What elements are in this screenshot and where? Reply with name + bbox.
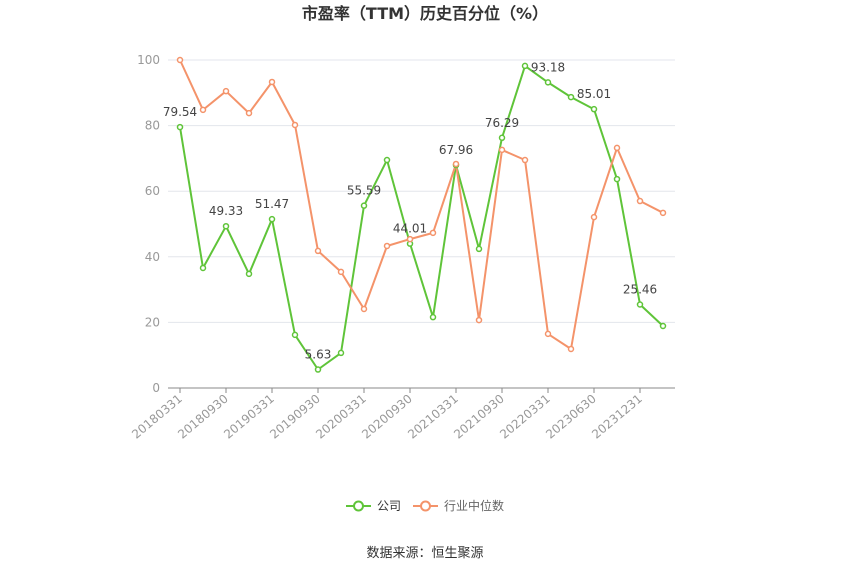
y-tick-label: 60 <box>145 184 160 198</box>
data-point <box>636 301 644 308</box>
legend-line-circle-icon <box>345 500 371 511</box>
data-label: 85.01 <box>577 87 611 101</box>
data-label: 93.18 <box>531 60 565 74</box>
data-point <box>383 242 391 250</box>
data-label: 5.63 <box>305 348 332 362</box>
x-tick-label: 20190930 <box>267 392 323 442</box>
data-point <box>567 93 575 101</box>
y-tick-label: 20 <box>145 315 160 329</box>
x-tick-label: 20180930 <box>175 392 231 442</box>
data-point <box>314 366 322 373</box>
chart-title: 市盈率（TTM）历史百分位（%） <box>301 4 549 23</box>
data-point <box>176 123 184 131</box>
data-point <box>567 345 575 353</box>
data-point <box>199 264 207 272</box>
data-point <box>360 202 368 209</box>
data-point <box>199 106 207 114</box>
data-label: 79.54 <box>163 105 197 119</box>
data-point <box>314 247 322 255</box>
data-point <box>475 316 483 324</box>
data-point <box>452 160 460 168</box>
data-point <box>176 56 184 64</box>
data-label: 51.47 <box>255 197 289 211</box>
data-point <box>590 213 598 221</box>
y-tick-label: 80 <box>145 119 160 133</box>
data-label-layer: 79.54 49.33 51.47 5.63 55.59 44.01 67.96 76.29 9… <box>163 60 657 361</box>
x-tick-label: 20180331 <box>129 392 185 442</box>
legend: 公司 行业中位数 <box>0 497 850 514</box>
x-tick-label: 20210331 <box>405 392 461 442</box>
data-point <box>498 134 506 142</box>
data-label: 55.59 <box>347 184 381 198</box>
data-label: 25.46 <box>623 282 657 296</box>
y-tick-label: 100 <box>137 53 160 67</box>
legend-item-industry-median[interactable]: 行业中位数 <box>413 497 504 514</box>
x-tick-label: 20231231 <box>589 392 645 442</box>
data-point <box>268 215 276 223</box>
legend-label: 公司 <box>376 499 401 513</box>
grid-layer <box>168 59 675 323</box>
data-point <box>544 79 552 86</box>
data-label: 67.96 <box>439 143 473 157</box>
data-point <box>659 322 667 330</box>
data-point <box>475 245 483 253</box>
data-point <box>636 197 644 205</box>
data-point <box>245 109 253 117</box>
series-line-industry-median <box>179 59 664 350</box>
x-tick-label: 20200930 <box>359 392 415 442</box>
x-tick-label: 20200331 <box>313 392 369 442</box>
data-source-note: 数据来源：恒生聚源 <box>366 546 484 561</box>
data-point <box>383 156 391 164</box>
marker-layer <box>176 56 667 373</box>
legend-label: 行业中位数 <box>444 499 505 513</box>
data-point <box>498 146 506 154</box>
data-point <box>268 78 276 86</box>
data-point <box>337 268 345 276</box>
x-tick-label: 20230630 <box>543 392 599 442</box>
data-point <box>659 209 667 217</box>
data-point <box>291 121 299 129</box>
data-point <box>521 62 529 70</box>
legend-line-circle-icon <box>413 500 438 511</box>
data-point <box>590 105 598 113</box>
data-label: 49.33 <box>209 204 243 218</box>
data-label: 44.01 <box>393 222 427 236</box>
series-layer <box>179 59 664 371</box>
data-point <box>222 87 230 95</box>
x-tick-label: 20210930 <box>451 392 507 442</box>
x-tick-label: 20190331 <box>221 392 277 442</box>
data-point <box>613 144 621 152</box>
data-point <box>222 222 230 230</box>
series-line-company <box>179 64 664 371</box>
data-point <box>429 229 437 237</box>
data-point <box>360 305 368 313</box>
data-point <box>291 331 299 339</box>
data-point <box>544 330 552 338</box>
data-point <box>429 313 437 321</box>
x-tick-label: 20220331 <box>497 392 553 442</box>
data-point <box>521 156 529 164</box>
data-point <box>245 270 253 278</box>
data-point <box>337 349 345 357</box>
data-point <box>406 235 414 243</box>
data-label: 76.29 <box>485 116 519 130</box>
y-tick-label: 40 <box>145 250 160 264</box>
data-point <box>613 175 621 183</box>
y-tick-label: 0 <box>152 381 160 395</box>
legend-item-company[interactable]: 公司 <box>345 497 401 514</box>
